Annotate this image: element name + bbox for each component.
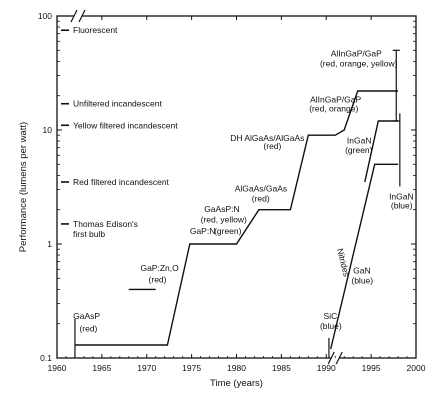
reference-line-label: Thomas Edison's [73, 219, 138, 229]
annotation-label: (red, orange, yellow) [320, 59, 398, 69]
y-axis-title: Performance (lumens per watt) [18, 122, 29, 252]
y-tick-label: 0.1 [40, 353, 52, 363]
axis-break-mark [327, 351, 335, 365]
series-line [330, 163, 399, 350]
annotation-label: (red) [252, 194, 270, 204]
annotation-label: (blue) [320, 321, 342, 331]
series-line [364, 120, 399, 183]
reference-line-label: first bulb [73, 229, 105, 239]
x-tick-label: 1990 [317, 363, 336, 373]
annotation-label: AlInGaP/GaP [331, 49, 382, 59]
reference-line-label: Red filtered incandescent [73, 177, 170, 187]
reference-line-label: Yellow filtered incandescent [73, 120, 178, 130]
annotation-label: InGaN [347, 136, 372, 146]
x-tick-label: 1980 [227, 363, 246, 373]
axis-break-mark [335, 351, 343, 365]
annotation-label: GaP:N [190, 226, 216, 236]
annotation-label: (blue) [351, 276, 373, 286]
annotation-label: GaAsP [73, 311, 100, 321]
annotation-label: AlGaAs/GaAs [235, 183, 287, 193]
axis-break-gap-top [74, 13, 82, 19]
annotation-label: GaAsP:N [204, 204, 239, 214]
annotation-label: (red) [79, 324, 97, 334]
annotation-label: (green) [214, 226, 242, 236]
x-axis-title: Time (years) [210, 378, 263, 389]
y-tick-label: 100 [38, 11, 52, 21]
reference-line-label: Unfiltered incandescent [73, 99, 162, 109]
y-tick-label: 1 [47, 239, 52, 249]
reference-line-label: Fluorescent [73, 25, 118, 35]
x-tick-label: 1970 [137, 363, 156, 373]
annotation-label: (blue) [391, 200, 413, 210]
annotation-label: (red) [263, 141, 281, 151]
series-line [75, 90, 399, 346]
annotation-label: Nitrides [335, 247, 352, 277]
annotation-label: (red, yellow) [201, 214, 247, 224]
y-tick-label: 10 [43, 125, 53, 135]
x-tick-label: 1995 [362, 363, 381, 373]
axis-break-mark [70, 9, 78, 23]
annotation-label: SiC [324, 311, 338, 321]
annotation-label: (green) [345, 145, 373, 155]
annotation-label: GaP:Zn,O [140, 263, 179, 273]
annotation-label: (red) [149, 274, 167, 284]
axis-break-mark [78, 9, 86, 23]
annotation-label: GaN [353, 266, 370, 276]
annotation-label: (red, orange) [309, 104, 358, 114]
x-tick-label: 1975 [182, 363, 201, 373]
x-tick-label: 1965 [92, 363, 111, 373]
x-tick-label: 1985 [272, 363, 291, 373]
annotation-label: AlInGaP/GaP [310, 94, 361, 104]
x-tick-label: 1960 [48, 363, 67, 373]
annotation-label: DH AlGaAs/AlGaAs [230, 133, 304, 143]
x-tick-label: 2000 [407, 363, 426, 373]
annotation-label: InGaN [389, 192, 414, 202]
